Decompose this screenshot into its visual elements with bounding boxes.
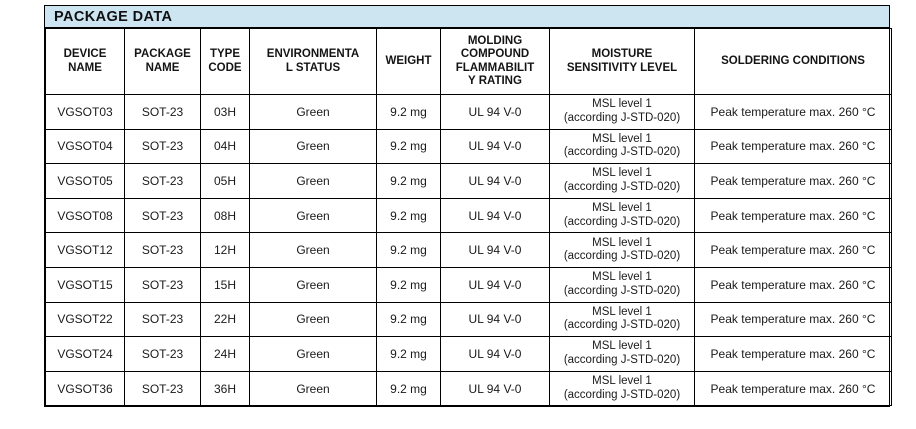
cell-moisture-sensitivity-level: MSL level 1 (according J-STD-020): [549, 301, 695, 338]
cell-package-name: SOT-23: [124, 336, 201, 372]
table-body: VGSOT03 SOT-23 03H Green 9.2 mg UL 94 V-…: [45, 94, 892, 407]
cell-moisture-sensitivity-level: MSL level 1 (according J-STD-020): [549, 232, 695, 268]
cell-device-name: VGSOT36: [45, 370, 125, 407]
cell-type-code: 12H: [200, 232, 250, 268]
cell-package-name: SOT-23: [124, 197, 201, 234]
cell-device-name: VGSOT05: [45, 163, 125, 199]
column-header-type-code: TYPE CODE: [200, 28, 250, 95]
table-row: VGSOT04 SOT-23 04H Green 9.2 mg UL 94 V-…: [45, 128, 892, 165]
cell-package-name: SOT-23: [124, 232, 201, 268]
column-header-package-name: PACKAGE NAME: [124, 28, 201, 95]
table-row: VGSOT05 SOT-23 05H Green 9.2 mg UL 94 V-…: [45, 163, 892, 199]
cell-flammability-rating: UL 94 V-0: [440, 197, 550, 234]
column-header-moisture-sensitivity-level: MOISTURE SENSITIVITY LEVEL: [549, 28, 695, 95]
cell-soldering-conditions: Peak temperature max. 260 °C: [694, 336, 892, 372]
cell-environmental-status: Green: [249, 232, 377, 268]
table-row: VGSOT22 SOT-23 22H Green 9.2 mg UL 94 V-…: [45, 301, 892, 338]
table-row: VGSOT03 SOT-23 03H Green 9.2 mg UL 94 V-…: [45, 94, 892, 130]
cell-moisture-sensitivity-level: MSL level 1 (according J-STD-020): [549, 163, 695, 199]
cell-environmental-status: Green: [249, 336, 377, 372]
section-title: PACKAGE DATA: [54, 8, 173, 25]
cell-weight: 9.2 mg: [376, 370, 441, 407]
cell-environmental-status: Green: [249, 370, 377, 407]
column-header-flammability-rating: MOLDING COMPOUND FLAMMABILIT Y RATING: [440, 28, 550, 95]
cell-weight: 9.2 mg: [376, 232, 441, 268]
cell-weight: 9.2 mg: [376, 128, 441, 165]
cell-package-name: SOT-23: [124, 128, 201, 165]
table-row: VGSOT08 SOT-23 08H Green 9.2 mg UL 94 V-…: [45, 197, 892, 234]
cell-flammability-rating: UL 94 V-0: [440, 370, 550, 407]
cell-environmental-status: Green: [249, 163, 377, 199]
cell-type-code: 03H: [200, 94, 250, 130]
cell-package-name: SOT-23: [124, 301, 201, 338]
cell-device-name: VGSOT04: [45, 128, 125, 165]
table-header-row: DEVICE NAME PACKAGE NAME TYPE CODE ENVIR…: [45, 28, 892, 95]
cell-type-code: 15H: [200, 266, 250, 303]
column-header-device-name: DEVICE NAME: [45, 28, 125, 95]
cell-type-code: 04H: [200, 128, 250, 165]
cell-moisture-sensitivity-level: MSL level 1 (according J-STD-020): [549, 266, 695, 303]
cell-environmental-status: Green: [249, 197, 377, 234]
cell-soldering-conditions: Peak temperature max. 260 °C: [694, 163, 892, 199]
cell-flammability-rating: UL 94 V-0: [440, 266, 550, 303]
cell-package-name: SOT-23: [124, 266, 201, 303]
cell-device-name: VGSOT15: [45, 266, 125, 303]
cell-moisture-sensitivity-level: MSL level 1 (according J-STD-020): [549, 336, 695, 372]
cell-package-name: SOT-23: [124, 163, 201, 199]
cell-device-name: VGSOT08: [45, 197, 125, 234]
cell-device-name: VGSOT22: [45, 301, 125, 338]
cell-soldering-conditions: Peak temperature max. 260 °C: [694, 301, 892, 338]
package-data-table: DEVICE NAME PACKAGE NAME TYPE CODE ENVIR…: [45, 28, 892, 407]
cell-flammability-rating: UL 94 V-0: [440, 301, 550, 338]
cell-soldering-conditions: Peak temperature max. 260 °C: [694, 232, 892, 268]
cell-flammability-rating: UL 94 V-0: [440, 336, 550, 372]
cell-flammability-rating: UL 94 V-0: [440, 163, 550, 199]
cell-moisture-sensitivity-level: MSL level 1 (according J-STD-020): [549, 128, 695, 165]
cell-weight: 9.2 mg: [376, 266, 441, 303]
cell-soldering-conditions: Peak temperature max. 260 °C: [694, 370, 892, 407]
table-row: VGSOT12 SOT-23 12H Green 9.2 mg UL 94 V-…: [45, 232, 892, 268]
cell-soldering-conditions: Peak temperature max. 260 °C: [694, 128, 892, 165]
cell-weight: 9.2 mg: [376, 301, 441, 338]
cell-type-code: 22H: [200, 301, 250, 338]
cell-device-name: VGSOT12: [45, 232, 125, 268]
cell-environmental-status: Green: [249, 266, 377, 303]
cell-environmental-status: Green: [249, 301, 377, 338]
cell-moisture-sensitivity-level: MSL level 1 (according J-STD-020): [549, 370, 695, 407]
table-row: VGSOT15 SOT-23 15H Green 9.2 mg UL 94 V-…: [45, 266, 892, 303]
cell-device-name: VGSOT24: [45, 336, 125, 372]
column-header-soldering-conditions: SOLDERING CONDITIONS: [694, 28, 892, 95]
section-title-bar: PACKAGE DATA: [45, 6, 889, 28]
cell-weight: 9.2 mg: [376, 94, 441, 130]
cell-environmental-status: Green: [249, 128, 377, 165]
table-row: VGSOT24 SOT-23 24H Green 9.2 mg UL 94 V-…: [45, 336, 892, 372]
column-header-weight: WEIGHT: [376, 28, 441, 95]
cell-weight: 9.2 mg: [376, 197, 441, 234]
cell-environmental-status: Green: [249, 94, 377, 130]
cell-package-name: SOT-23: [124, 94, 201, 130]
cell-flammability-rating: UL 94 V-0: [440, 128, 550, 165]
cell-weight: 9.2 mg: [376, 163, 441, 199]
cell-type-code: 36H: [200, 370, 250, 407]
cell-type-code: 05H: [200, 163, 250, 199]
table-row: VGSOT36 SOT-23 36H Green 9.2 mg UL 94 V-…: [45, 370, 892, 407]
cell-flammability-rating: UL 94 V-0: [440, 232, 550, 268]
cell-soldering-conditions: Peak temperature max. 260 °C: [694, 197, 892, 234]
cell-flammability-rating: UL 94 V-0: [440, 94, 550, 130]
cell-type-code: 24H: [200, 336, 250, 372]
cell-type-code: 08H: [200, 197, 250, 234]
column-header-environmental-status: ENVIRONMENTA L STATUS: [249, 28, 377, 95]
cell-package-name: SOT-23: [124, 370, 201, 407]
cell-device-name: VGSOT03: [45, 94, 125, 130]
package-data-panel: PACKAGE DATA DEVICE NAME PACKAGE NAME TY…: [44, 5, 892, 408]
cell-moisture-sensitivity-level: MSL level 1 (according J-STD-020): [549, 197, 695, 234]
cell-soldering-conditions: Peak temperature max. 260 °C: [694, 266, 892, 303]
cell-soldering-conditions: Peak temperature max. 260 °C: [694, 94, 892, 130]
cell-weight: 9.2 mg: [376, 336, 441, 372]
cell-moisture-sensitivity-level: MSL level 1 (according J-STD-020): [549, 94, 695, 130]
